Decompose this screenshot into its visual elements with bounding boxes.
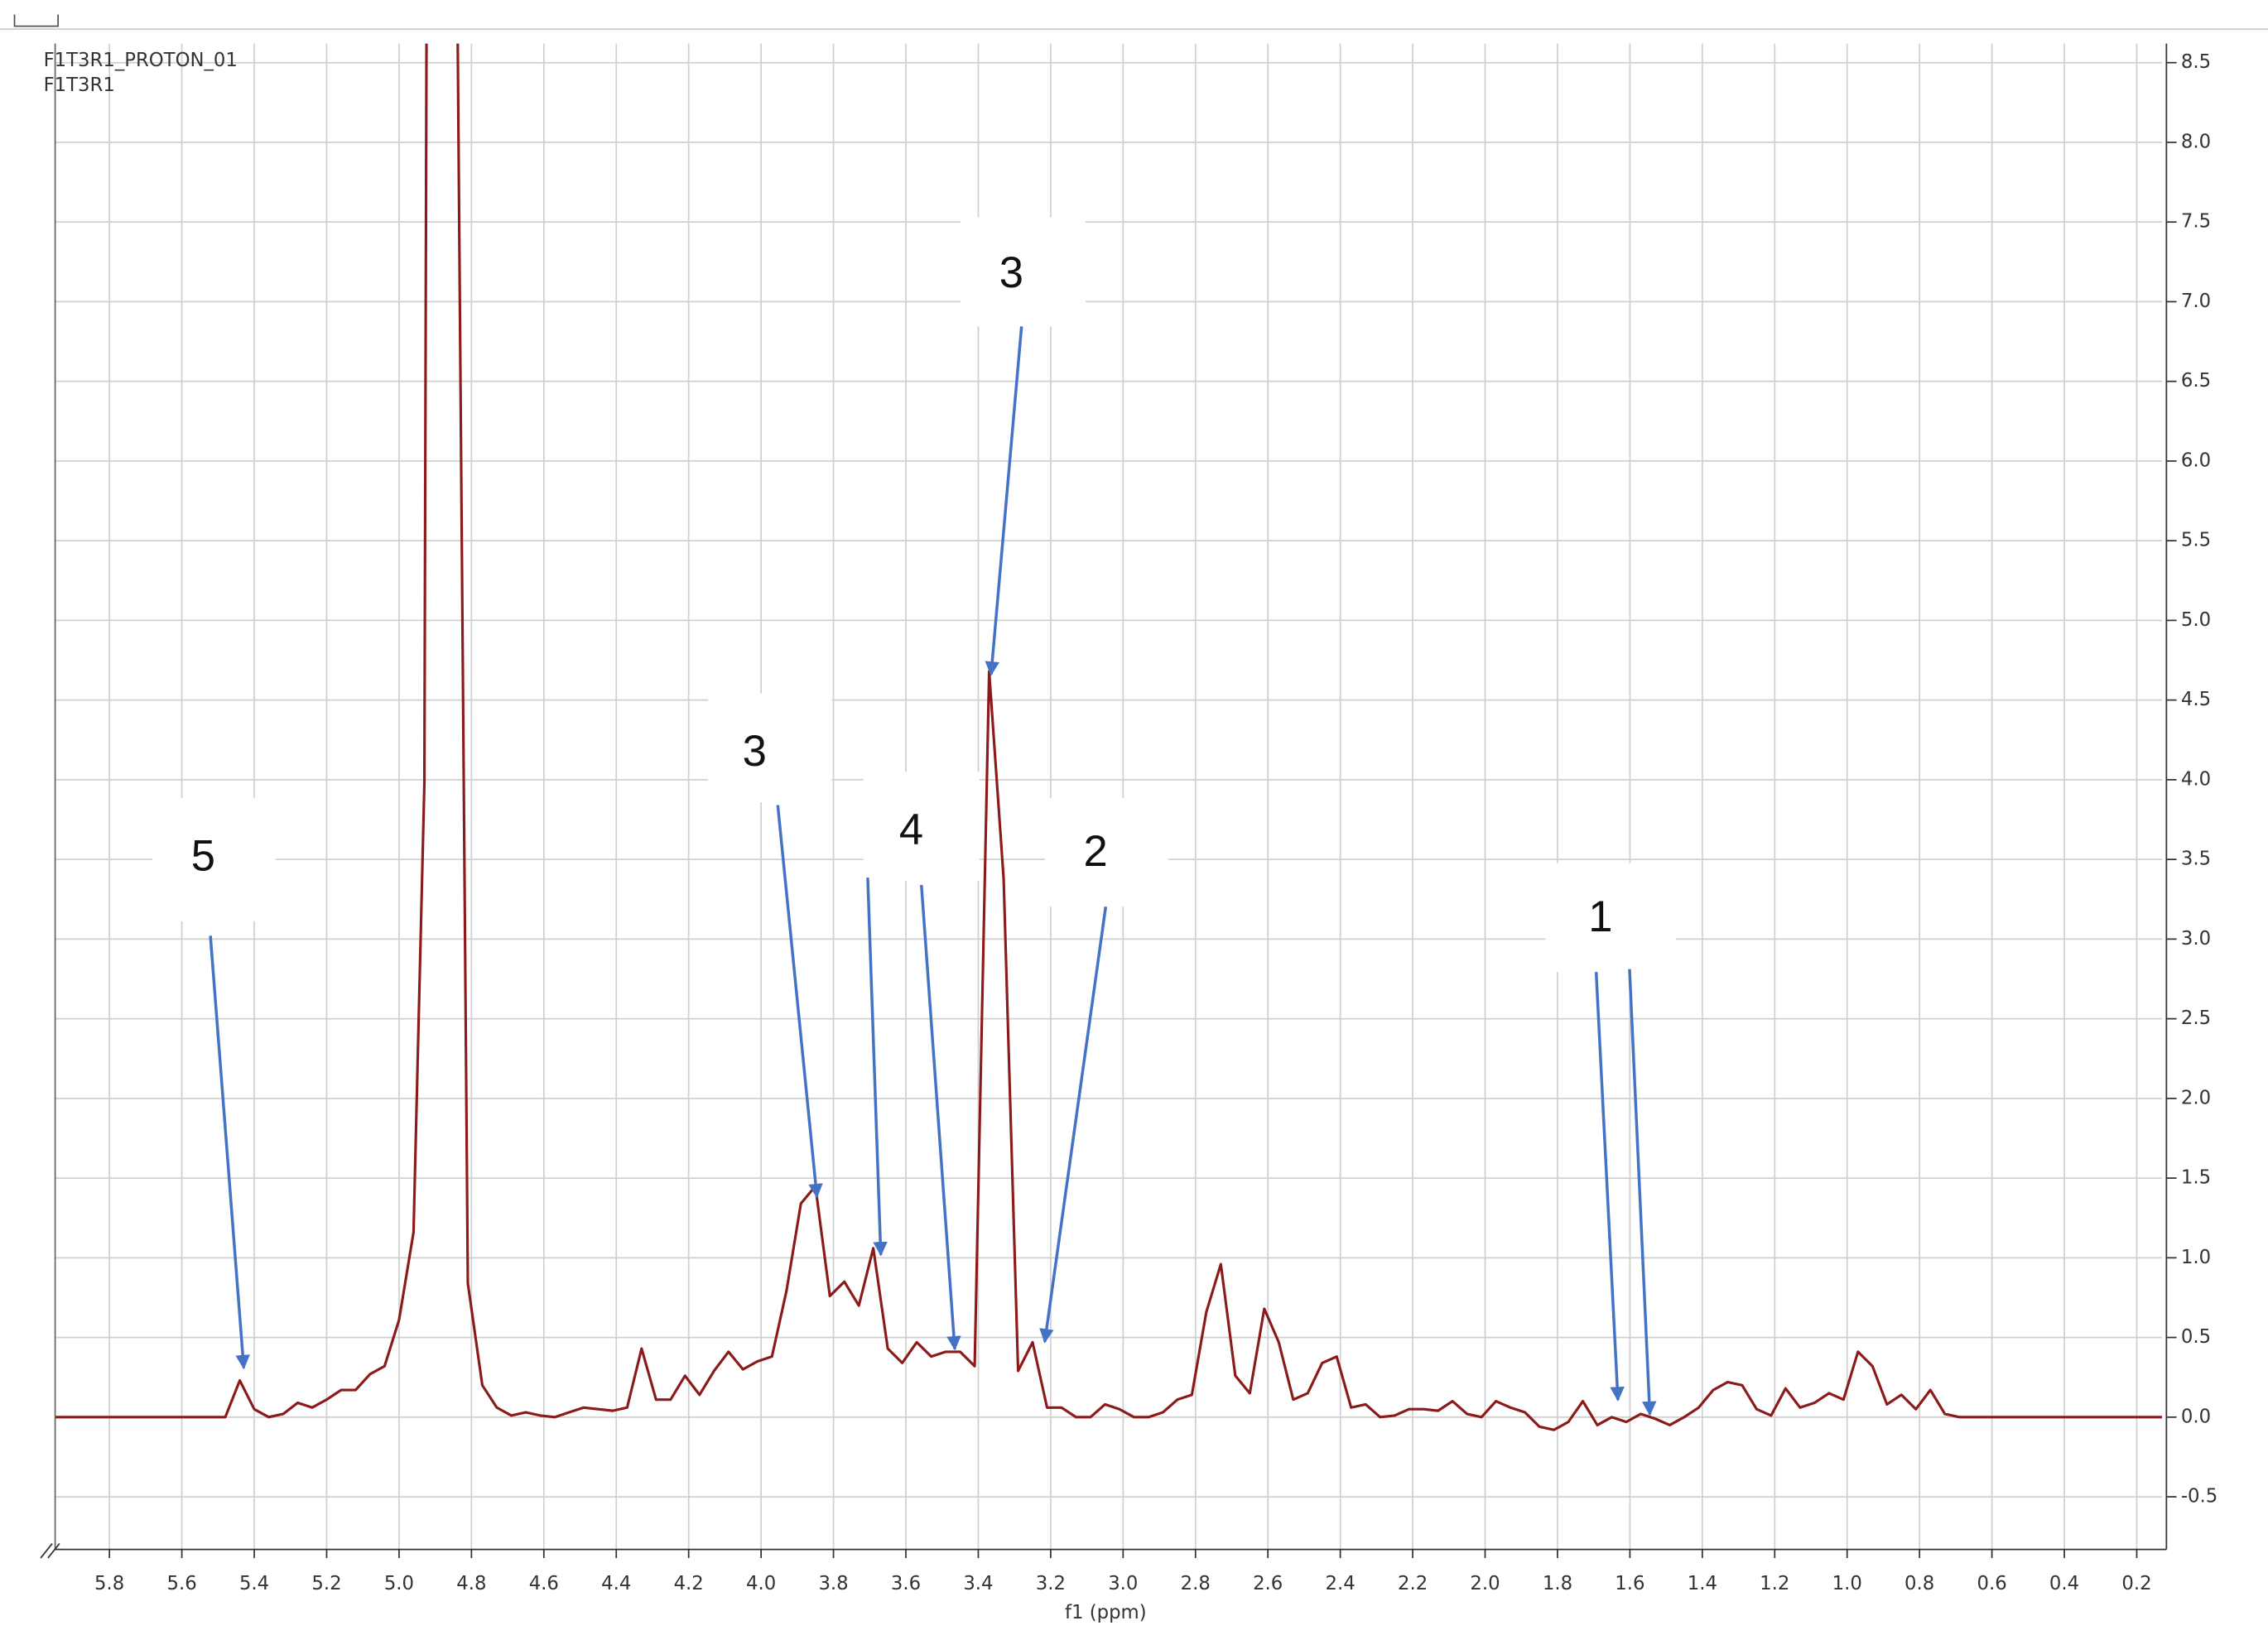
y-tick-label: 3.5 <box>2181 849 2211 870</box>
y-tick-label: 3.0 <box>2181 928 2211 950</box>
annotation-box <box>863 772 980 881</box>
x-tick-label: 2.4 <box>1326 1573 1356 1594</box>
arrow <box>1628 969 1657 1416</box>
y-tick-label: 0.0 <box>2181 1406 2211 1427</box>
arrow <box>920 884 961 1351</box>
y-tick-label: -0.5 <box>2181 1486 2217 1508</box>
axis-break <box>40 1543 60 1559</box>
chart-subtitle: F1T3R1 <box>44 75 115 96</box>
annotation-box <box>152 797 276 921</box>
annotation-arrows <box>209 326 1657 1416</box>
x-tick-label: 0.4 <box>2049 1573 2079 1594</box>
axes: 5.8 5.6 5.4 5.2 5.0 4.8 4.6 4.4 4.2 4.0 3.8 3.6 3.4 3… <box>40 43 2217 1594</box>
x-tick-label: 1.4 <box>1688 1573 1717 1594</box>
annotations: 5 3 4 3 2 1 <box>152 217 1677 1416</box>
spectrum-line <box>55 43 2163 1431</box>
y-tick-label: 5.5 <box>2181 530 2211 551</box>
x-tick-label: 3.4 <box>963 1573 993 1594</box>
x-tick-label: 3.8 <box>818 1573 848 1594</box>
x-tick-label: 5.4 <box>239 1573 269 1594</box>
x-tick-label: 3.6 <box>891 1573 921 1594</box>
x-tick-label: 4.4 <box>601 1573 631 1594</box>
corner-bracket <box>13 14 59 27</box>
annotation-box <box>708 693 832 803</box>
annotation-label: 1 <box>1588 892 1612 941</box>
y-tick-label: 2.5 <box>2181 1007 2211 1029</box>
y-tick-label: 5.0 <box>2181 609 2211 631</box>
annotation-box <box>961 217 1086 327</box>
x-tick-label: 5.6 <box>167 1573 197 1594</box>
x-tick-label: 2.0 <box>1470 1573 1500 1594</box>
y-tick-label: 1.0 <box>2181 1247 2211 1268</box>
grid <box>55 43 2163 1550</box>
x-tick-label: 1.6 <box>1615 1573 1644 1594</box>
y-tick-label: 8.0 <box>2181 131 2211 152</box>
arrow <box>1039 906 1108 1344</box>
x-tick-label: 4.0 <box>746 1573 776 1594</box>
y-tick-label: 4.0 <box>2181 768 2211 790</box>
x-tick-label: 4.8 <box>456 1573 486 1594</box>
y-tick-label: 6.0 <box>2181 450 2211 471</box>
x-tick-label: 3.2 <box>1036 1573 1066 1594</box>
annotation-label: 5 <box>191 831 215 880</box>
arrow <box>866 878 888 1257</box>
arrow <box>985 326 1023 676</box>
arrow <box>776 805 823 1199</box>
annotation-label: 2 <box>1083 827 1107 876</box>
y-tick-label: 7.0 <box>2181 291 2211 312</box>
annotation-box <box>1044 797 1168 907</box>
y-tick-label: 4.5 <box>2181 689 2211 710</box>
y-tick-label: 6.5 <box>2181 370 2211 392</box>
plot-area <box>55 43 2163 1431</box>
x-tick-label: 0.6 <box>1977 1573 2006 1594</box>
x-tick-label: 1.8 <box>1543 1573 1572 1594</box>
y-tick-label: 1.5 <box>2181 1167 2211 1189</box>
annotation-label: 3 <box>999 248 1023 297</box>
x-tick-label: 5.2 <box>311 1573 341 1594</box>
y-tick-label: 0.5 <box>2181 1326 2211 1348</box>
x-axis-label: f1 (ppm) <box>1065 1602 1147 1623</box>
x-tick-label: 2.6 <box>1253 1573 1283 1594</box>
x-tick-label: 0.8 <box>1904 1573 1934 1594</box>
annotation-box <box>1545 863 1677 973</box>
y-tick-label: 8.5 <box>2181 51 2211 73</box>
arrow <box>209 935 250 1370</box>
x-tick-label: 4.6 <box>529 1573 559 1594</box>
x-tick-label: 2.2 <box>1398 1573 1428 1594</box>
x-tick-label: 1.2 <box>1760 1573 1789 1594</box>
x-tick-label: 5.0 <box>384 1573 414 1594</box>
frame <box>0 14 2268 30</box>
x-tick-label: 0.2 <box>2121 1573 2151 1594</box>
x-tick-label: 2.8 <box>1181 1573 1211 1594</box>
x-tick-label: 1.0 <box>1832 1573 1862 1594</box>
x-tick-label: 3.0 <box>1108 1573 1138 1594</box>
chart-title: F1T3R1_PROTON_01 <box>44 50 238 71</box>
y-tick-label: 7.5 <box>2181 211 2211 233</box>
annotation-label: 3 <box>743 727 767 776</box>
arrow <box>1594 972 1625 1402</box>
x-tick-label: 4.2 <box>674 1573 704 1594</box>
x-tick-label: 5.8 <box>94 1573 124 1594</box>
y-tick-label: 2.0 <box>2181 1087 2211 1108</box>
annotation-label: 4 <box>899 805 923 854</box>
